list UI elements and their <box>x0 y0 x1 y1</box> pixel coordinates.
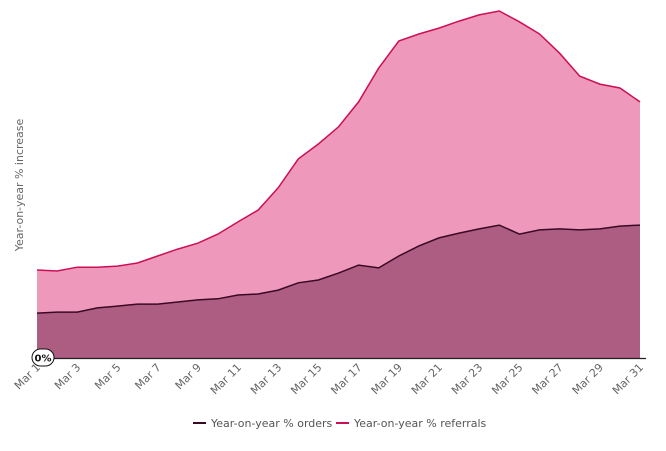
x-tick-label: Mar 21 <box>409 361 445 397</box>
baseline-label-text: 0% <box>35 354 52 365</box>
line-referrals <box>36 10 641 272</box>
x-tick-label: Mar 15 <box>288 361 324 397</box>
line-orders <box>36 224 641 314</box>
x-tick-label: Mar 11 <box>208 361 244 397</box>
x-tick-label: Mar 13 <box>248 361 284 397</box>
x-tick-label: Mar 5 <box>92 361 123 392</box>
legend-label-referrals: Year-on-year % referrals <box>353 417 487 430</box>
x-tick-label: Mar 23 <box>449 361 485 397</box>
legend-item-referrals[interactable]: Year-on-year % referrals <box>336 417 487 430</box>
legend-label-orders: Year-on-year % orders <box>210 417 333 430</box>
x-tick-label: Mar 25 <box>489 361 525 397</box>
legend-item-orders[interactable]: Year-on-year % orders <box>193 417 333 430</box>
x-tick-label: Mar 29 <box>570 361 606 397</box>
baseline-label: 0% <box>31 348 55 367</box>
x-tick-label: Mar 7 <box>132 361 163 392</box>
x-tick-label: Mar 27 <box>529 361 565 397</box>
x-tick-label: Mar 3 <box>52 361 83 392</box>
x-tick-label: Mar 31 <box>610 361 646 397</box>
area-orders <box>37 225 640 358</box>
x-tick-label: Mar 9 <box>173 361 204 392</box>
x-tick-label: Mar 17 <box>328 361 364 397</box>
x-tick-label: Mar 19 <box>369 361 405 397</box>
legend: Year-on-year % orders Year-on-year % ref… <box>193 417 487 430</box>
y-axis-label: Year-on-year % increase <box>13 118 26 252</box>
